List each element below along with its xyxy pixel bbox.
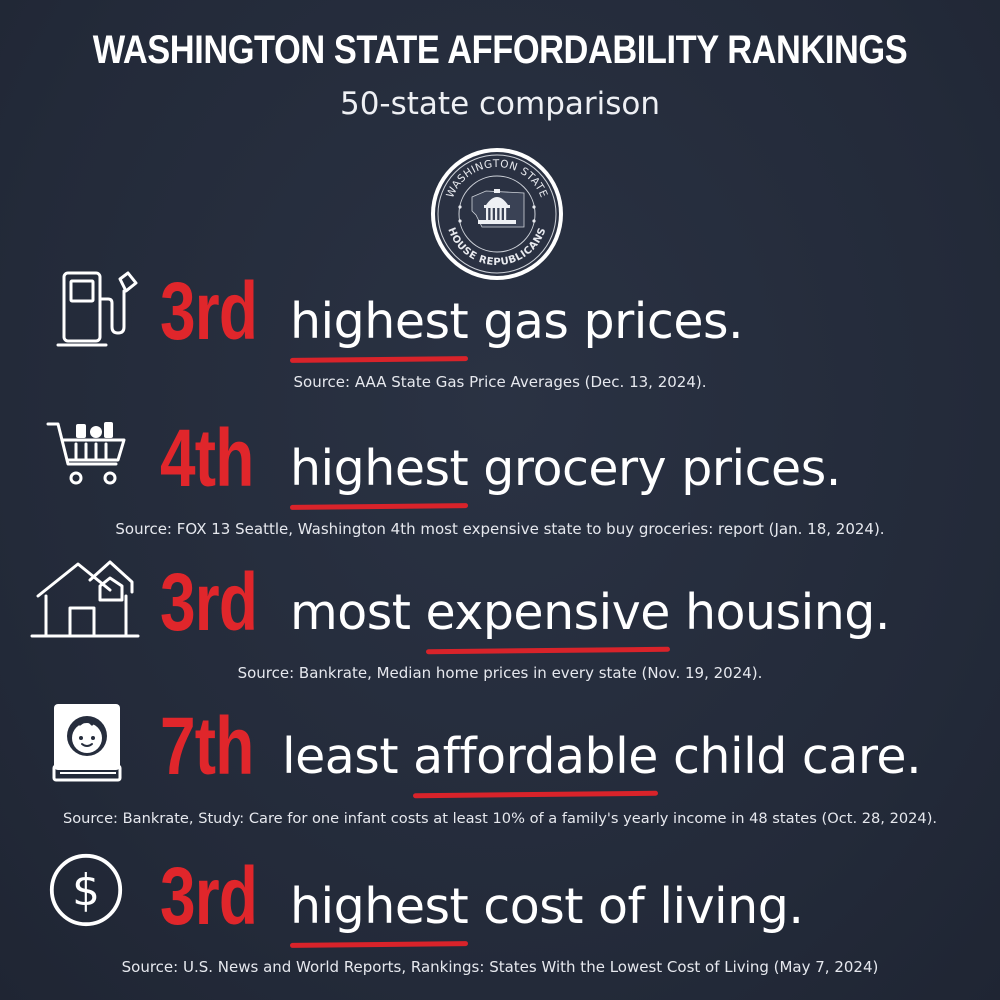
rank-value: 3rd: [160, 851, 258, 942]
house-icon: [30, 560, 140, 638]
underlined-word: highest: [290, 293, 469, 350]
ranking-row-child-care: 7th least affordable child care. Source:…: [0, 700, 1000, 830]
ranking-phrase: highest cost of living.: [290, 878, 804, 935]
rank-value: 3rd: [160, 557, 258, 648]
rank-value: 3rd: [160, 266, 258, 357]
ranking-phrase: least affordable child care.: [282, 728, 922, 785]
underlined-word: highest: [290, 440, 469, 497]
rank-value: 7th: [160, 701, 254, 792]
source-citation: Source: AAA State Gas Price Averages (De…: [293, 373, 707, 391]
gas-pump-icon: [56, 271, 138, 347]
dollar-coin-icon: $: [49, 853, 123, 927]
phrase-rest: grocery prices.: [468, 440, 841, 497]
ranking-row-gas: 3rd highest gas prices. Source: AAA Stat…: [0, 265, 1000, 395]
source-citation: Source: U.S. News and World Reports, Ran…: [121, 958, 879, 976]
phrase-rest: cost of living.: [468, 878, 804, 935]
phrase-rest: gas prices.: [468, 293, 744, 350]
underlined-word: highest: [290, 878, 469, 935]
phrase-lead: least: [282, 728, 414, 785]
ranking-phrase: most expensive housing.: [290, 588, 890, 637]
ranking-row-cost-of-living: $ 3rd highest cost of living. Source: U.…: [0, 846, 1000, 976]
source-citation: Source: Bankrate, Study: Care for one in…: [62, 810, 938, 827]
underlined-word: affordable: [413, 728, 658, 785]
page-title: WASHINGTON STATE AFFORDABILITY RANKINGS: [92, 28, 908, 72]
phrase-rest: child care.: [657, 728, 922, 785]
page-subtitle: 50-state comparison: [339, 86, 661, 122]
source-citation: Source: Bankrate, Median home prices in …: [237, 664, 763, 682]
rank-value: 4th: [160, 413, 254, 504]
source-citation: Source: FOX 13 Seattle, Washington 4th m…: [115, 520, 885, 538]
ranking-phrase: highest grocery prices.: [290, 444, 841, 493]
svg-text:$: $: [72, 865, 100, 916]
baby-book-icon: [52, 704, 122, 782]
ranking-row-housing: 3rd most expensive housing. Source: Bank…: [0, 556, 1000, 686]
phrase-rest: housing.: [669, 584, 890, 641]
underlined-word: expensive: [425, 584, 671, 641]
ranking-phrase: highest gas prices.: [290, 293, 744, 350]
phrase-lead: most: [290, 584, 426, 641]
grocery-cart-icon: [46, 422, 126, 485]
house-republicans-seal-logo: WASHINGTON STATE HOUSE REPUBLICANS: [431, 148, 563, 280]
ranking-row-grocery: 4th highest grocery prices. Source: FOX …: [0, 412, 1000, 542]
